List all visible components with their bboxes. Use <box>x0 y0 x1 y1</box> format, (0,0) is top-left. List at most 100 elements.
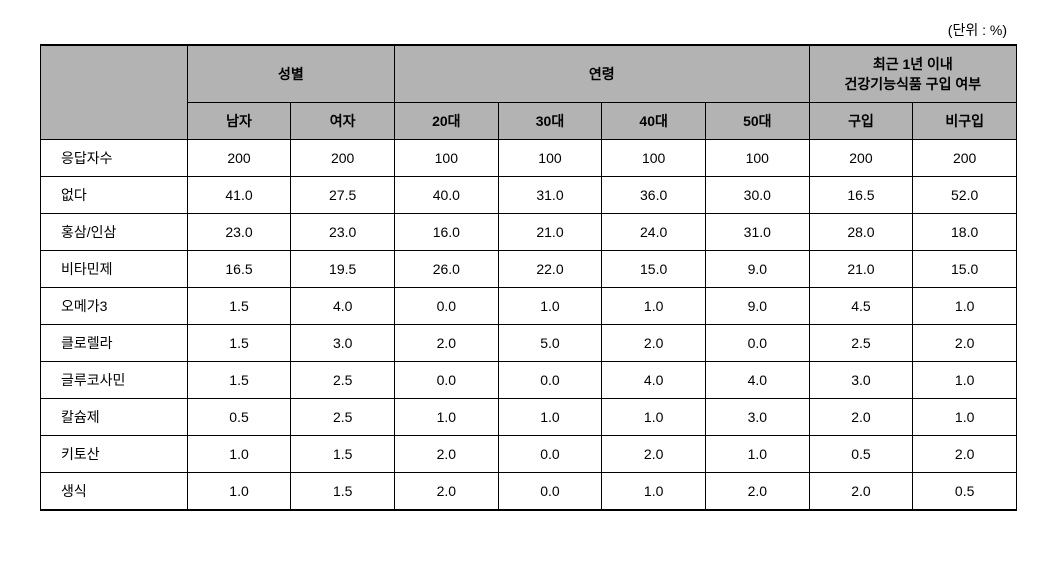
data-cell: 3.0 <box>291 325 395 362</box>
data-cell: 1.0 <box>395 399 499 436</box>
data-cell: 23.0 <box>291 214 395 251</box>
data-cell: 4.0 <box>705 362 809 399</box>
subheader-purchased: 구입 <box>809 103 913 140</box>
data-cell: 21.0 <box>498 214 602 251</box>
data-cell: 26.0 <box>395 251 499 288</box>
table-row: 응답자수200200100100100100200200 <box>41 140 1017 177</box>
data-cell: 15.0 <box>913 251 1017 288</box>
data-cell: 2.5 <box>809 325 913 362</box>
data-cell: 31.0 <box>705 214 809 251</box>
row-label: 오메가3 <box>41 288 188 325</box>
row-label: 비타민제 <box>41 251 188 288</box>
data-cell: 28.0 <box>809 214 913 251</box>
row-label: 클로렐라 <box>41 325 188 362</box>
data-cell: 2.0 <box>395 473 499 511</box>
data-cell: 9.0 <box>705 288 809 325</box>
data-cell: 0.0 <box>395 288 499 325</box>
header-group-purchase-line2: 건강기능식품 구입 여부 <box>845 76 982 92</box>
data-cell: 2.5 <box>291 362 395 399</box>
data-cell: 5.0 <box>498 325 602 362</box>
data-cell: 1.5 <box>291 473 395 511</box>
data-cell: 1.5 <box>187 362 291 399</box>
data-cell: 1.5 <box>291 436 395 473</box>
row-label: 없다 <box>41 177 188 214</box>
data-cell: 2.5 <box>291 399 395 436</box>
data-cell: 3.0 <box>809 362 913 399</box>
table-row: 오메가31.54.00.01.01.09.04.51.0 <box>41 288 1017 325</box>
table-row: 글루코사민1.52.50.00.04.04.03.01.0 <box>41 362 1017 399</box>
row-label: 키토산 <box>41 436 188 473</box>
row-label: 홍삼/인삼 <box>41 214 188 251</box>
data-cell: 1.0 <box>913 399 1017 436</box>
header-group-purchase: 최근 1년 이내건강기능식품 구입 여부 <box>809 45 1016 103</box>
unit-label: (단위 : %) <box>40 20 1017 40</box>
table-row: 비타민제16.519.526.022.015.09.021.015.0 <box>41 251 1017 288</box>
data-cell: 1.5 <box>187 325 291 362</box>
subheader-50s: 50대 <box>705 103 809 140</box>
data-cell: 1.0 <box>602 473 706 511</box>
data-cell: 23.0 <box>187 214 291 251</box>
data-table: 성별 연령 최근 1년 이내건강기능식품 구입 여부 남자 여자 20대 30대… <box>40 44 1017 511</box>
data-cell: 2.0 <box>395 325 499 362</box>
data-cell: 1.0 <box>602 288 706 325</box>
data-cell: 1.0 <box>705 436 809 473</box>
data-cell: 21.0 <box>809 251 913 288</box>
data-cell: 0.5 <box>187 399 291 436</box>
data-cell: 4.5 <box>809 288 913 325</box>
data-cell: 200 <box>809 140 913 177</box>
data-cell: 16.5 <box>187 251 291 288</box>
data-cell: 0.0 <box>395 362 499 399</box>
row-label: 글루코사민 <box>41 362 188 399</box>
data-cell: 24.0 <box>602 214 706 251</box>
header-blank <box>41 45 188 140</box>
data-cell: 0.0 <box>498 473 602 511</box>
data-cell: 0.0 <box>705 325 809 362</box>
table-body: 응답자수200200100100100100200200없다41.027.540… <box>41 140 1017 511</box>
data-cell: 27.5 <box>291 177 395 214</box>
data-cell: 30.0 <box>705 177 809 214</box>
data-cell: 22.0 <box>498 251 602 288</box>
subheader-female: 여자 <box>291 103 395 140</box>
data-cell: 1.0 <box>602 399 706 436</box>
table-row: 키토산1.01.52.00.02.01.00.52.0 <box>41 436 1017 473</box>
header-group-purchase-line1: 최근 1년 이내 <box>873 56 953 72</box>
data-cell: 2.0 <box>913 436 1017 473</box>
data-cell: 1.0 <box>498 399 602 436</box>
row-label: 응답자수 <box>41 140 188 177</box>
data-cell: 3.0 <box>705 399 809 436</box>
data-cell: 16.5 <box>809 177 913 214</box>
data-cell: 2.0 <box>913 325 1017 362</box>
data-cell: 100 <box>395 140 499 177</box>
data-cell: 1.5 <box>187 288 291 325</box>
data-cell: 200 <box>291 140 395 177</box>
data-cell: 1.0 <box>187 473 291 511</box>
table-row: 칼슘제0.52.51.01.01.03.02.01.0 <box>41 399 1017 436</box>
data-cell: 2.0 <box>602 436 706 473</box>
row-label: 생식 <box>41 473 188 511</box>
header-group-age: 연령 <box>395 45 810 103</box>
table-header: 성별 연령 최근 1년 이내건강기능식품 구입 여부 남자 여자 20대 30대… <box>41 45 1017 140</box>
data-cell: 1.0 <box>913 362 1017 399</box>
row-label: 칼슘제 <box>41 399 188 436</box>
data-cell: 2.0 <box>602 325 706 362</box>
data-cell: 40.0 <box>395 177 499 214</box>
data-cell: 16.0 <box>395 214 499 251</box>
data-cell: 4.0 <box>602 362 706 399</box>
data-cell: 0.0 <box>498 362 602 399</box>
data-cell: 100 <box>602 140 706 177</box>
data-cell: 100 <box>705 140 809 177</box>
data-cell: 100 <box>498 140 602 177</box>
data-cell: 2.0 <box>705 473 809 511</box>
data-cell: 200 <box>187 140 291 177</box>
data-cell: 19.5 <box>291 251 395 288</box>
data-cell: 0.5 <box>913 473 1017 511</box>
table-row: 홍삼/인삼23.023.016.021.024.031.028.018.0 <box>41 214 1017 251</box>
data-cell: 2.0 <box>809 473 913 511</box>
data-cell: 18.0 <box>913 214 1017 251</box>
data-cell: 15.0 <box>602 251 706 288</box>
data-cell: 9.0 <box>705 251 809 288</box>
data-cell: 1.0 <box>498 288 602 325</box>
data-cell: 52.0 <box>913 177 1017 214</box>
subheader-30s: 30대 <box>498 103 602 140</box>
data-cell: 0.0 <box>498 436 602 473</box>
